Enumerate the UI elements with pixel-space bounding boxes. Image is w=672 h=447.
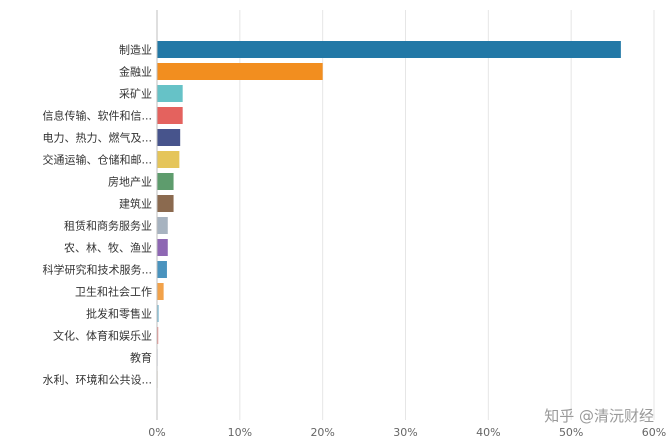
category-label: 房地产业 xyxy=(108,175,152,189)
category-label: 电力、热力、燃气及... xyxy=(43,131,153,145)
bar[interactable] xyxy=(157,173,174,190)
bar[interactable] xyxy=(157,151,180,168)
bar[interactable] xyxy=(157,261,167,278)
x-tick-label: 20% xyxy=(310,426,334,439)
x-tick-label: 0% xyxy=(148,426,165,439)
bar[interactable] xyxy=(157,217,168,234)
category-label: 农、林、牧、渔业 xyxy=(64,241,152,255)
bar[interactable] xyxy=(157,283,164,300)
category-label: 采矿业 xyxy=(119,88,152,101)
bar[interactable] xyxy=(157,85,183,102)
category-label: 租赁和商务服务业 xyxy=(64,219,152,233)
category-label: 批发和零售业 xyxy=(86,307,152,321)
x-tick-label: 60% xyxy=(642,426,666,439)
bar[interactable] xyxy=(157,107,183,124)
category-label: 文化、体育和娱乐业 xyxy=(53,329,152,343)
category-label: 金融业 xyxy=(119,65,152,79)
category-label: 教育 xyxy=(130,351,152,365)
category-label: 水利、环境和公共设... xyxy=(43,373,153,387)
x-tick-label: 40% xyxy=(476,426,500,439)
bar[interactable] xyxy=(157,305,159,322)
category-label: 卫生和社会工作 xyxy=(75,285,152,299)
bar[interactable] xyxy=(157,129,181,146)
bar[interactable] xyxy=(157,327,159,344)
bar[interactable] xyxy=(157,239,168,256)
watermark-text: 知乎 @清沅财经 xyxy=(544,407,654,425)
category-label: 制造业 xyxy=(119,43,152,57)
x-tick-labels: 0% 10% 20% 30% 40% 50% 60% xyxy=(148,426,666,439)
category-label: 信息传输、软件和信... xyxy=(43,109,153,123)
bar[interactable] xyxy=(157,195,174,212)
bars xyxy=(157,41,621,388)
bar[interactable] xyxy=(157,63,323,80)
bar[interactable] xyxy=(157,41,621,58)
category-label: 建筑业 xyxy=(119,197,152,211)
category-label: 科学研究和技术服务... xyxy=(43,263,153,277)
x-tick-label: 50% xyxy=(559,426,583,439)
category-label: 交通运输、仓储和邮... xyxy=(43,153,153,167)
x-tick-label: 10% xyxy=(228,426,252,439)
x-tick-label: 30% xyxy=(393,426,417,439)
